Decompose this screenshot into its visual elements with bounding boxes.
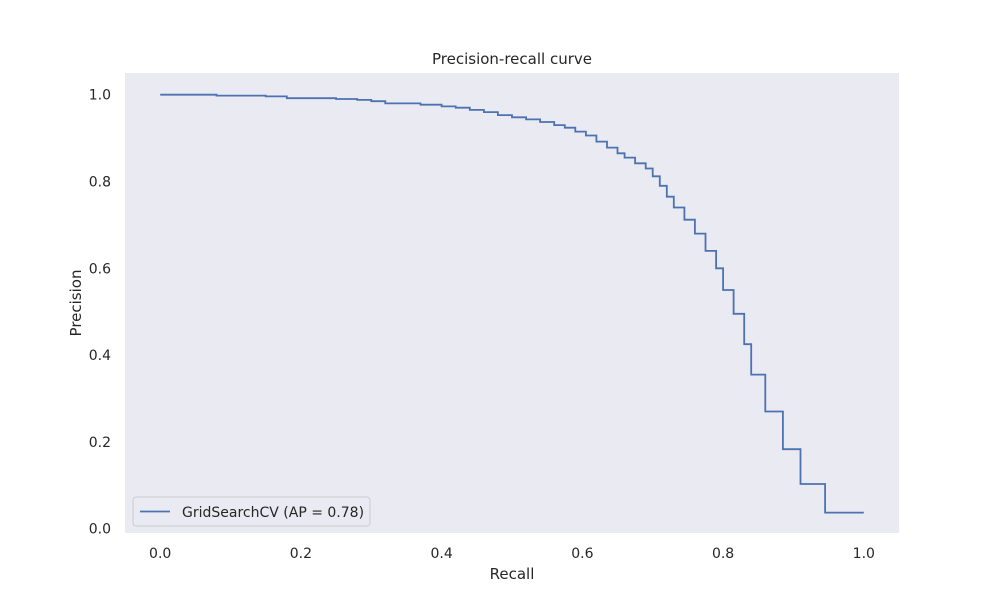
legend-label: GridSearchCV (AP = 0.78) (182, 505, 364, 521)
x-tick-label: 0.0 (149, 546, 171, 562)
legend-box (132, 496, 371, 527)
x-axis-label: Recall (490, 565, 535, 583)
chart-title: Precision-recall curve (432, 50, 592, 68)
y-tick-label: 1.0 (89, 88, 111, 104)
x-tick-label: 0.2 (290, 546, 312, 562)
y-tick-label: 0.0 (89, 522, 111, 538)
y-tick-label: 0.8 (89, 174, 111, 190)
x-axis-ticks: 0.0 0.2 0.4 0.6 0.8 1.0 (149, 546, 875, 562)
y-tick-label: 0.2 (89, 435, 111, 451)
series-layer (160, 93, 864, 514)
y-axis-ticks: 0.0 0.2 0.4 0.6 0.8 1.0 (89, 88, 111, 538)
x-tick-label: 0.8 (712, 546, 734, 562)
legend: GridSearchCV (AP = 0.78) (132, 496, 371, 527)
x-tick-label: 0.6 (571, 546, 593, 562)
y-axis-label: Precision (67, 270, 85, 337)
y-tick-label: 0.6 (89, 261, 111, 277)
series-line (160, 93, 864, 514)
y-tick-label: 0.4 (89, 348, 111, 364)
x-tick-label: 1.0 (853, 546, 875, 562)
x-tick-label: 0.4 (431, 546, 453, 562)
plot-background (125, 73, 899, 533)
